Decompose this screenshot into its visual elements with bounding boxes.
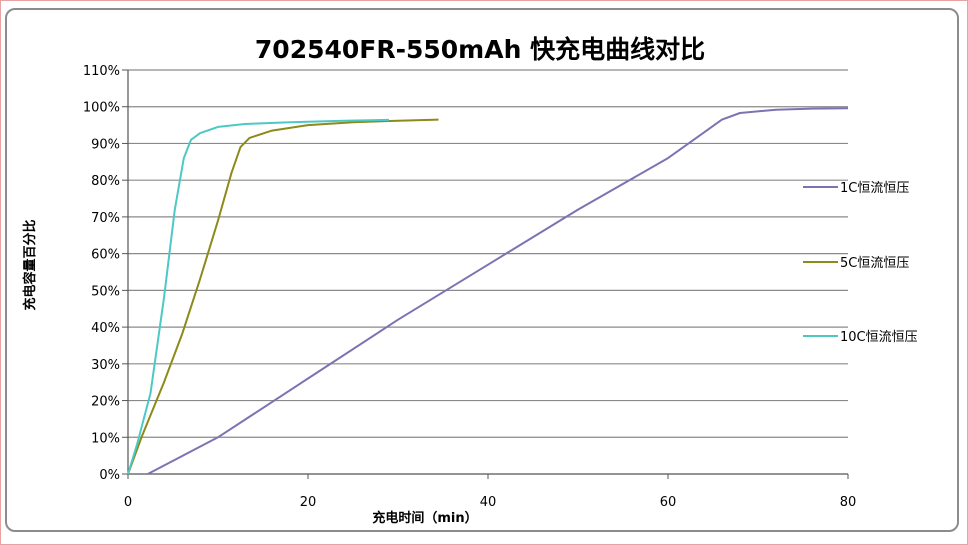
series-line-1 [147,107,849,475]
x-tick-label: 40 [480,495,497,510]
y-tick-label: 10% [91,431,120,446]
grid [128,69,848,438]
series-line-3 [127,118,390,475]
y-tick-label: 0% [99,468,120,483]
y-tick-label: 110% [83,64,120,79]
series-lines [127,107,849,475]
y-tick-label: 80% [91,174,120,189]
y-axis-ticks: 0% 10% 20% 30% 40% 50% 60% 70% 80% 90% 100% 110% [83,64,128,483]
series-line-2 [127,118,439,475]
y-tick-label: 90% [91,137,120,152]
chart-title: 702540FR-550mAh 快充电曲线对比 [255,35,705,64]
y-tick-label: 50% [91,284,120,299]
y-tick-label: 30% [91,358,120,373]
x-axis-label: 充电时间（min） [372,510,477,526]
legend-label: 1C恒流恒压 [840,181,909,196]
x-axis-ticks: 0 20 40 60 80 [124,474,856,510]
chart-area [5,8,959,532]
y-axis-label: 充电容量百分比 [22,219,38,310]
y-tick-label: 60% [91,248,120,263]
legend: 1C恒流恒压 5C恒流恒压 10C恒流恒压 [803,181,918,345]
legend-label: 10C恒流恒压 [840,330,918,345]
x-tick-label: 20 [300,495,317,510]
y-tick-label: 20% [91,395,120,410]
x-tick-label: 60 [660,495,677,510]
axes [127,70,848,475]
y-tick-label: 40% [91,321,120,336]
legend-label: 5C恒流恒压 [840,256,909,271]
x-tick-label: 0 [124,495,132,510]
y-tick-label: 70% [91,211,120,226]
y-tick-label: 100% [83,101,120,116]
x-tick-label: 80 [840,495,857,510]
